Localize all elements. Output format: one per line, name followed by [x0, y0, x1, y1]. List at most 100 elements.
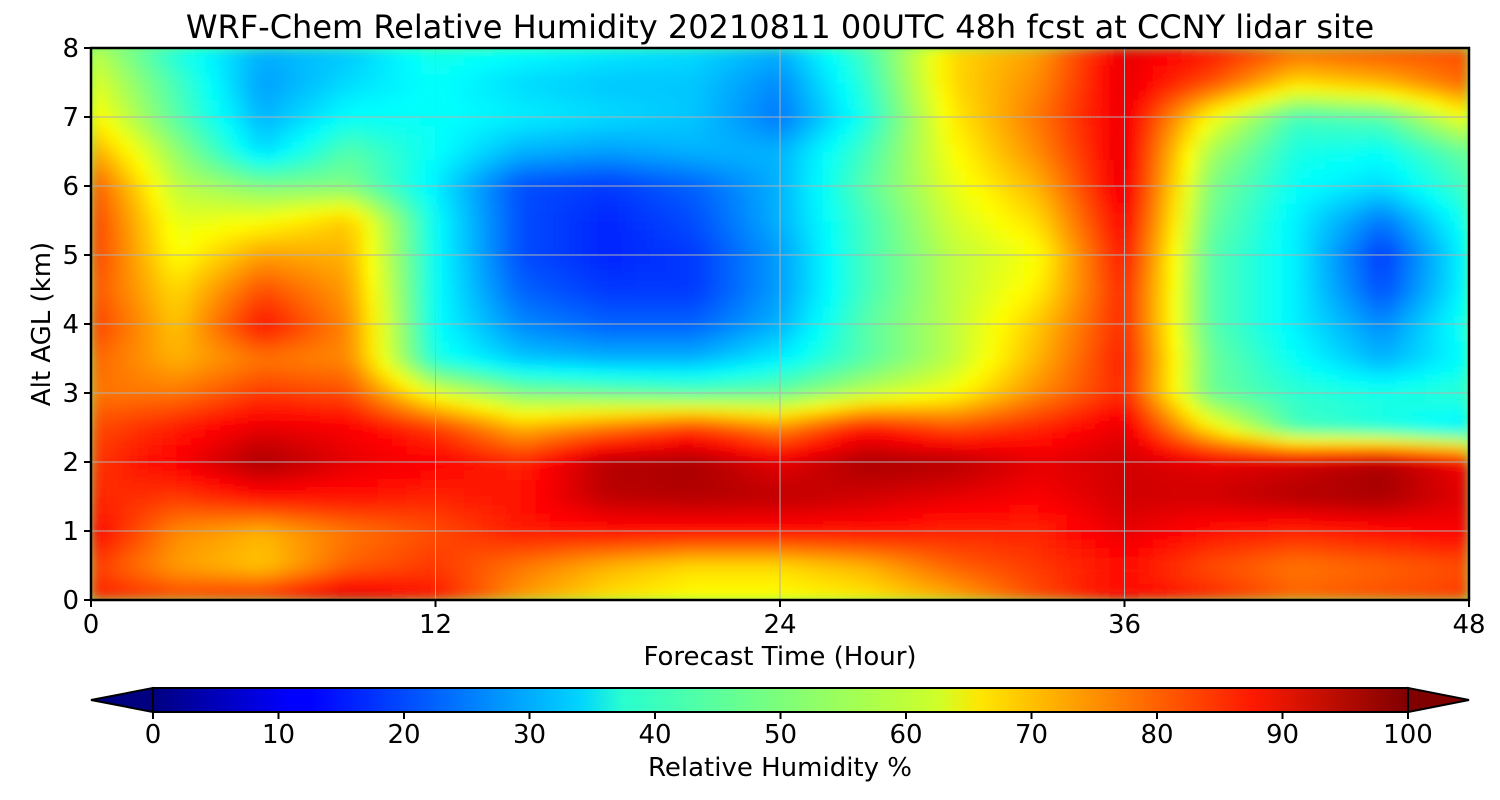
heatmap-cell	[162, 211, 178, 221]
heatmap-cell	[779, 349, 795, 359]
heatmap-cell	[937, 539, 953, 549]
heatmap-cell	[262, 565, 279, 575]
heatmap-cell	[894, 323, 910, 334]
heatmap-cell	[793, 289, 810, 299]
heatmap-cell	[865, 461, 881, 472]
heatmap-cell	[1210, 435, 1226, 446]
heatmap-cell	[406, 271, 422, 282]
heatmap-cell	[564, 392, 580, 403]
heatmap-cell	[1167, 263, 1183, 273]
heatmap-cell	[908, 582, 925, 592]
heatmap-cell	[836, 280, 853, 290]
heatmap-cell	[621, 521, 637, 532]
heatmap-cell	[277, 176, 293, 187]
heatmap-cell	[1368, 332, 1384, 342]
heatmap-cell	[966, 237, 982, 247]
heatmap-cell	[1052, 539, 1068, 549]
heatmap-cell	[1238, 565, 1255, 575]
heatmap-cell	[219, 340, 236, 351]
heatmap-cell	[535, 539, 551, 549]
heatmap-cell	[320, 297, 336, 308]
heatmap-cell	[865, 470, 881, 480]
heatmap-cell	[1296, 504, 1312, 515]
heatmap-cell	[865, 194, 881, 204]
heatmap-cell	[549, 539, 566, 549]
heatmap-cell	[478, 427, 494, 437]
heatmap-cell	[334, 280, 350, 290]
heatmap-cell	[1238, 539, 1255, 549]
heatmap-cell	[1152, 444, 1169, 454]
heatmap-cell	[607, 513, 623, 523]
heatmap-cell	[750, 452, 767, 463]
heatmap-cell	[305, 565, 322, 575]
heatmap-cell	[1353, 220, 1370, 230]
heatmap-cell	[879, 289, 896, 299]
heatmap-cell	[363, 254, 379, 265]
heatmap-cell	[492, 332, 508, 342]
heatmap-cell	[377, 340, 393, 351]
heatmap-cell	[865, 314, 881, 325]
heatmap-cell	[851, 452, 867, 463]
heatmap-cell	[248, 452, 264, 463]
heatmap-cell	[1152, 306, 1169, 316]
heatmap-cell	[521, 245, 537, 256]
heatmap-cell	[1238, 452, 1255, 463]
heatmap-cell	[420, 461, 436, 472]
heatmap-cell	[291, 582, 307, 592]
heatmap-cell	[1425, 392, 1441, 403]
heatmap-cell	[262, 539, 279, 549]
heatmap-cell	[1210, 513, 1226, 523]
heatmap-cell	[937, 280, 953, 290]
heatmap-cell	[1009, 323, 1025, 334]
heatmap-cell	[879, 366, 896, 377]
heatmap-cell	[750, 478, 767, 489]
heatmap-cell	[1310, 444, 1326, 454]
heatmap-cell	[679, 392, 695, 403]
heatmap-cell	[176, 289, 192, 299]
heatmap-cell	[1267, 409, 1283, 420]
heatmap-cell	[219, 194, 236, 204]
heatmap-cell	[980, 556, 996, 566]
heatmap-cell	[1368, 401, 1384, 411]
heatmap-cell	[248, 280, 264, 290]
heatmap-cell	[1281, 401, 1298, 411]
heatmap-cell	[277, 487, 293, 497]
heatmap-cell	[793, 366, 810, 377]
heatmap-cell	[478, 237, 494, 247]
heatmap-cell	[592, 228, 609, 239]
heatmap-cell	[1138, 435, 1154, 446]
heatmap-cell	[779, 547, 795, 558]
heatmap-cell	[1080, 375, 1097, 385]
heatmap-cell	[1454, 176, 1469, 187]
heatmap-cell	[923, 237, 939, 247]
heatmap-cell	[391, 435, 408, 446]
heatmap-cell	[836, 332, 853, 342]
heatmap-cell	[104, 444, 121, 454]
heatmap-cell	[320, 349, 336, 359]
heatmap-cell	[1066, 314, 1082, 325]
heatmap-cell	[578, 582, 594, 592]
heatmap-cell	[1124, 358, 1140, 368]
heatmap-cell	[707, 176, 724, 187]
heatmap-cell	[1210, 444, 1226, 454]
heatmap-cell	[1167, 245, 1183, 256]
heatmap-cell	[162, 565, 178, 575]
heatmap-cell	[176, 478, 192, 489]
heatmap-cell	[1324, 487, 1341, 497]
heatmap-cell	[879, 556, 896, 566]
heatmap-cell	[1267, 392, 1283, 403]
heatmap-cell	[162, 263, 178, 273]
heatmap-cell	[1023, 444, 1039, 454]
heatmap-cell	[808, 565, 824, 575]
heatmap-cell	[1181, 435, 1197, 446]
heatmap-cell	[650, 185, 666, 196]
heatmap-cell	[506, 401, 523, 411]
heatmap-cell	[908, 237, 925, 247]
heatmap-cell	[951, 496, 968, 506]
heatmap-cell	[506, 349, 523, 359]
heatmap-cell	[1396, 176, 1413, 187]
heatmap-cell	[707, 289, 724, 299]
heatmap-cell	[320, 392, 336, 403]
heatmap-cell	[1152, 271, 1169, 282]
heatmap-cell	[894, 444, 910, 454]
